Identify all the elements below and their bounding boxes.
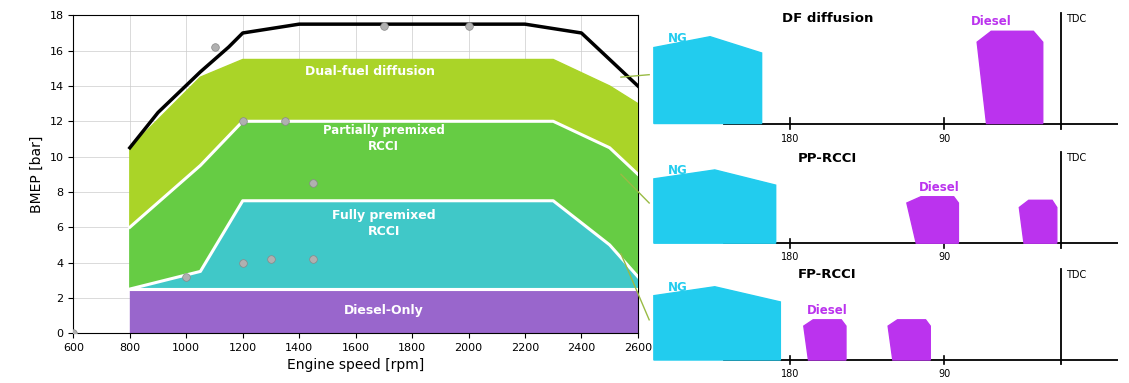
Text: NG: NG — [668, 164, 688, 177]
Polygon shape — [889, 320, 930, 360]
Text: 90: 90 — [938, 252, 951, 262]
Polygon shape — [804, 320, 846, 360]
Text: Partially premixed
RCCI: Partially premixed RCCI — [323, 124, 445, 154]
Text: Dual-fuel diffusion: Dual-fuel diffusion — [305, 65, 435, 79]
Polygon shape — [1019, 200, 1057, 243]
Text: TDC: TDC — [1066, 270, 1086, 280]
Text: TDC: TDC — [1066, 153, 1086, 163]
Text: 180: 180 — [780, 252, 799, 262]
Polygon shape — [654, 37, 762, 123]
Polygon shape — [130, 121, 638, 289]
Text: NG: NG — [668, 281, 688, 294]
Text: 90: 90 — [938, 369, 951, 379]
Text: Diesel-Only: Diesel-Only — [344, 304, 423, 317]
Text: TDC: TDC — [1066, 14, 1086, 24]
Polygon shape — [654, 287, 780, 360]
Text: Diesel: Diesel — [807, 304, 848, 317]
Text: DF diffusion: DF diffusion — [781, 12, 873, 25]
X-axis label: Engine speed [rpm]: Engine speed [rpm] — [287, 358, 425, 373]
Polygon shape — [978, 31, 1043, 123]
Text: Diesel: Diesel — [971, 15, 1012, 28]
Polygon shape — [130, 201, 638, 289]
Polygon shape — [130, 289, 638, 333]
Text: Diesel: Diesel — [919, 181, 960, 194]
Y-axis label: BMEP [bar]: BMEP [bar] — [30, 136, 44, 213]
Polygon shape — [130, 59, 638, 227]
Polygon shape — [907, 197, 959, 243]
Text: FP-RCCI: FP-RCCI — [798, 268, 857, 282]
Text: 180: 180 — [780, 134, 799, 144]
Text: PP-RCCI: PP-RCCI — [797, 152, 857, 165]
Polygon shape — [654, 170, 776, 243]
Text: Fully premixed
RCCI: Fully premixed RCCI — [332, 209, 436, 238]
Text: NG: NG — [668, 33, 688, 45]
Text: 180: 180 — [780, 369, 799, 379]
Text: 90: 90 — [938, 134, 951, 144]
